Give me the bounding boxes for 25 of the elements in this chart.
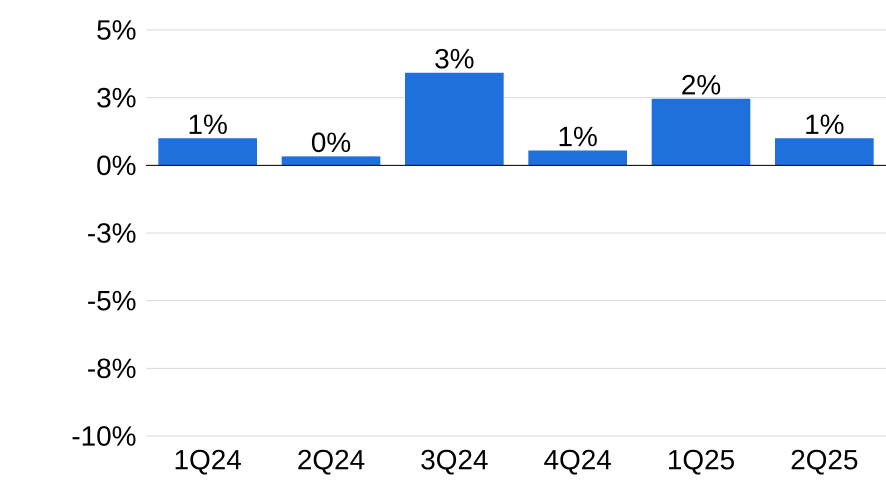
x-tick-label: 4Q24 (544, 450, 611, 475)
x-tick-label: 2Q25 (792, 450, 858, 475)
data-label: 2% (682, 74, 720, 95)
y-tick-label: -8% (88, 358, 136, 378)
data-label: 1% (806, 114, 844, 134)
bar (652, 98, 750, 166)
bar (282, 156, 380, 166)
data-label: 0% (312, 132, 350, 152)
bar (528, 150, 628, 166)
data-label: 3% (435, 48, 474, 69)
bar (405, 72, 504, 166)
x-tick-label: 2Q24 (298, 450, 364, 475)
y-tick-label: -5% (88, 290, 136, 310)
x-tick-label: 3Q24 (421, 450, 488, 475)
x-tick-label: 1Q24 (176, 450, 241, 475)
bar (775, 138, 874, 166)
bar (158, 138, 257, 166)
y-tick-label: 3% (97, 88, 136, 108)
y-tick-label: -10% (72, 426, 136, 446)
data-label: 1% (560, 126, 597, 146)
x-tick-label: 1Q25 (669, 450, 734, 475)
y-tick-label: -3% (88, 223, 136, 243)
data-label: 1% (190, 114, 227, 134)
y-tick-label: 0% (97, 155, 136, 176)
y-tick-label: 5% (97, 20, 136, 40)
